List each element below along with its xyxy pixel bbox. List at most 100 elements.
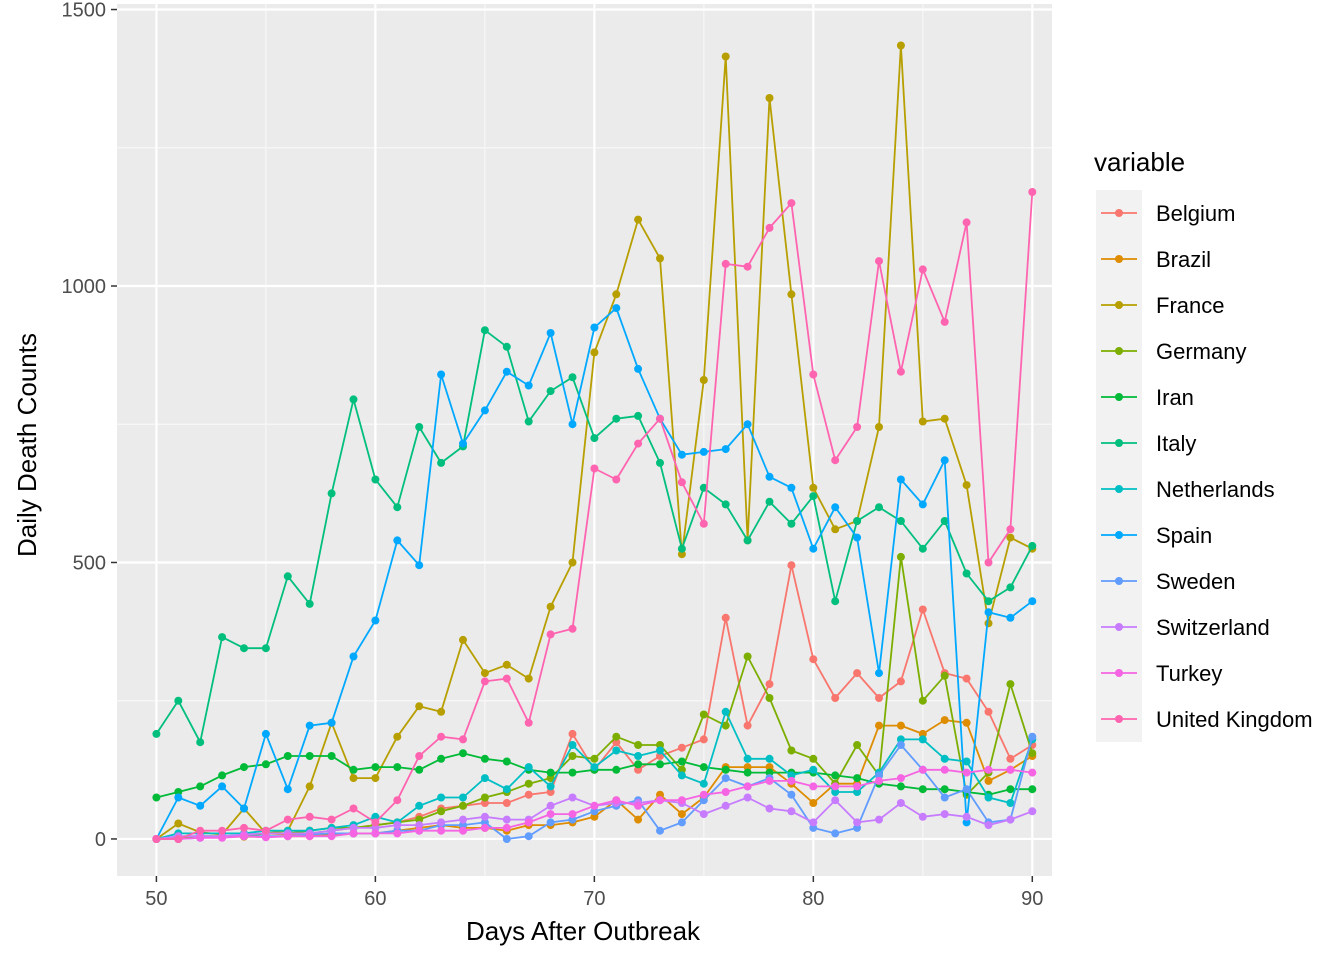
data-point-italy <box>218 633 227 642</box>
data-point-spain <box>677 450 686 459</box>
data-point-belgium <box>568 729 577 738</box>
data-point-turkey <box>590 801 599 810</box>
data-point-germany <box>765 694 774 702</box>
data-point-germany <box>546 774 555 783</box>
data-point-turkey <box>875 776 883 785</box>
y-tick-label: 1500 <box>62 0 107 22</box>
data-point-netherlands <box>677 771 686 780</box>
data-point-italy <box>371 475 380 484</box>
data-point-italy <box>261 644 270 653</box>
data-point-switzerland <box>437 818 446 827</box>
data-point-netherlands <box>765 754 774 763</box>
data-point-sweden <box>809 823 818 832</box>
data-point-turkey <box>502 823 511 832</box>
data-point-brazil <box>918 729 927 738</box>
data-point-iran <box>459 749 467 758</box>
legend-item-germany: Germany <box>1101 339 1246 364</box>
data-point-turkey <box>371 829 380 838</box>
data-point-spain <box>612 304 621 313</box>
legend-key-point <box>1115 669 1123 677</box>
data-point-belgium <box>1006 754 1015 763</box>
data-point-germany <box>1028 749 1037 758</box>
data-point-italy <box>634 411 643 420</box>
data-point-italy <box>962 569 971 578</box>
data-point-turkey <box>787 776 796 785</box>
data-point-germany <box>699 710 708 719</box>
data-point-spain <box>218 782 227 791</box>
data-point-spain <box>1028 597 1037 606</box>
legend-key-point <box>1115 577 1123 585</box>
data-point-united-kingdom <box>677 478 686 487</box>
data-point-united-kingdom <box>787 199 796 208</box>
data-point-turkey <box>765 776 774 785</box>
data-point-netherlands <box>502 785 511 794</box>
data-point-italy <box>853 517 862 525</box>
data-point-france <box>721 52 730 61</box>
data-point-spain <box>524 381 533 390</box>
data-point-germany <box>415 815 424 824</box>
data-point-spain <box>502 367 511 376</box>
data-point-united-kingdom <box>371 818 380 827</box>
legend-key-point <box>1115 531 1123 539</box>
data-point-united-kingdom <box>699 519 708 528</box>
data-point-brazil <box>962 718 971 727</box>
legend-key-point <box>1115 393 1123 401</box>
data-point-france <box>634 215 643 224</box>
data-point-switzerland <box>480 812 489 821</box>
y-tick-label: 500 <box>73 552 106 574</box>
data-point-turkey <box>677 796 686 805</box>
x-tick-label: 50 <box>145 888 167 910</box>
data-point-iran <box>371 763 380 772</box>
data-point-switzerland <box>743 793 752 802</box>
legend-item-spain: Spain <box>1101 523 1212 548</box>
data-point-iran <box>634 760 643 769</box>
data-point-united-kingdom <box>174 835 183 843</box>
data-point-turkey <box>459 826 467 835</box>
x-tick-label: 80 <box>802 888 824 910</box>
data-point-switzerland <box>787 807 796 816</box>
data-point-turkey <box>305 832 314 841</box>
data-point-sweden <box>546 818 555 827</box>
data-point-belgium <box>831 694 840 702</box>
data-point-iran <box>568 768 577 777</box>
data-point-spain <box>568 420 577 429</box>
data-point-sweden <box>940 793 949 802</box>
data-point-sweden <box>480 818 489 827</box>
data-point-united-kingdom <box>283 815 292 824</box>
data-point-iran <box>196 782 205 791</box>
data-point-spain <box>896 475 905 484</box>
data-point-switzerland <box>371 823 380 832</box>
data-point-switzerland <box>349 823 358 832</box>
legend-item-sweden: Sweden <box>1101 569 1236 594</box>
legend-item-turkey: Turkey <box>1101 661 1222 686</box>
data-point-belgium <box>524 790 533 799</box>
legend-key-point <box>1115 715 1123 723</box>
data-point-netherlands <box>896 735 905 744</box>
data-point-france <box>918 417 927 426</box>
y-axis-title: Daily Death Counts <box>12 333 42 557</box>
data-point-united-kingdom <box>502 674 511 683</box>
data-point-iran <box>152 793 161 802</box>
data-point-germany <box>437 807 446 816</box>
data-point-turkey <box>196 833 205 842</box>
data-point-spain <box>546 329 555 337</box>
data-point-belgium <box>699 735 708 744</box>
x-tick-label: 90 <box>1021 888 1043 910</box>
data-point-italy <box>940 517 949 525</box>
data-point-netherlands <box>721 707 730 716</box>
data-point-italy <box>984 597 993 606</box>
data-point-germany <box>853 741 862 749</box>
data-point-switzerland <box>918 812 927 821</box>
data-point-italy <box>875 503 883 512</box>
data-point-brazil <box>875 721 883 730</box>
data-point-spain <box>437 370 446 379</box>
data-point-iran <box>327 752 336 760</box>
data-point-belgium <box>765 680 774 689</box>
data-point-italy <box>590 434 599 443</box>
data-point-france <box>831 525 840 534</box>
data-point-turkey <box>896 774 905 783</box>
data-point-iran <box>656 760 664 769</box>
data-point-germany <box>896 552 905 561</box>
data-point-germany <box>459 801 467 810</box>
data-point-italy <box>502 342 511 351</box>
